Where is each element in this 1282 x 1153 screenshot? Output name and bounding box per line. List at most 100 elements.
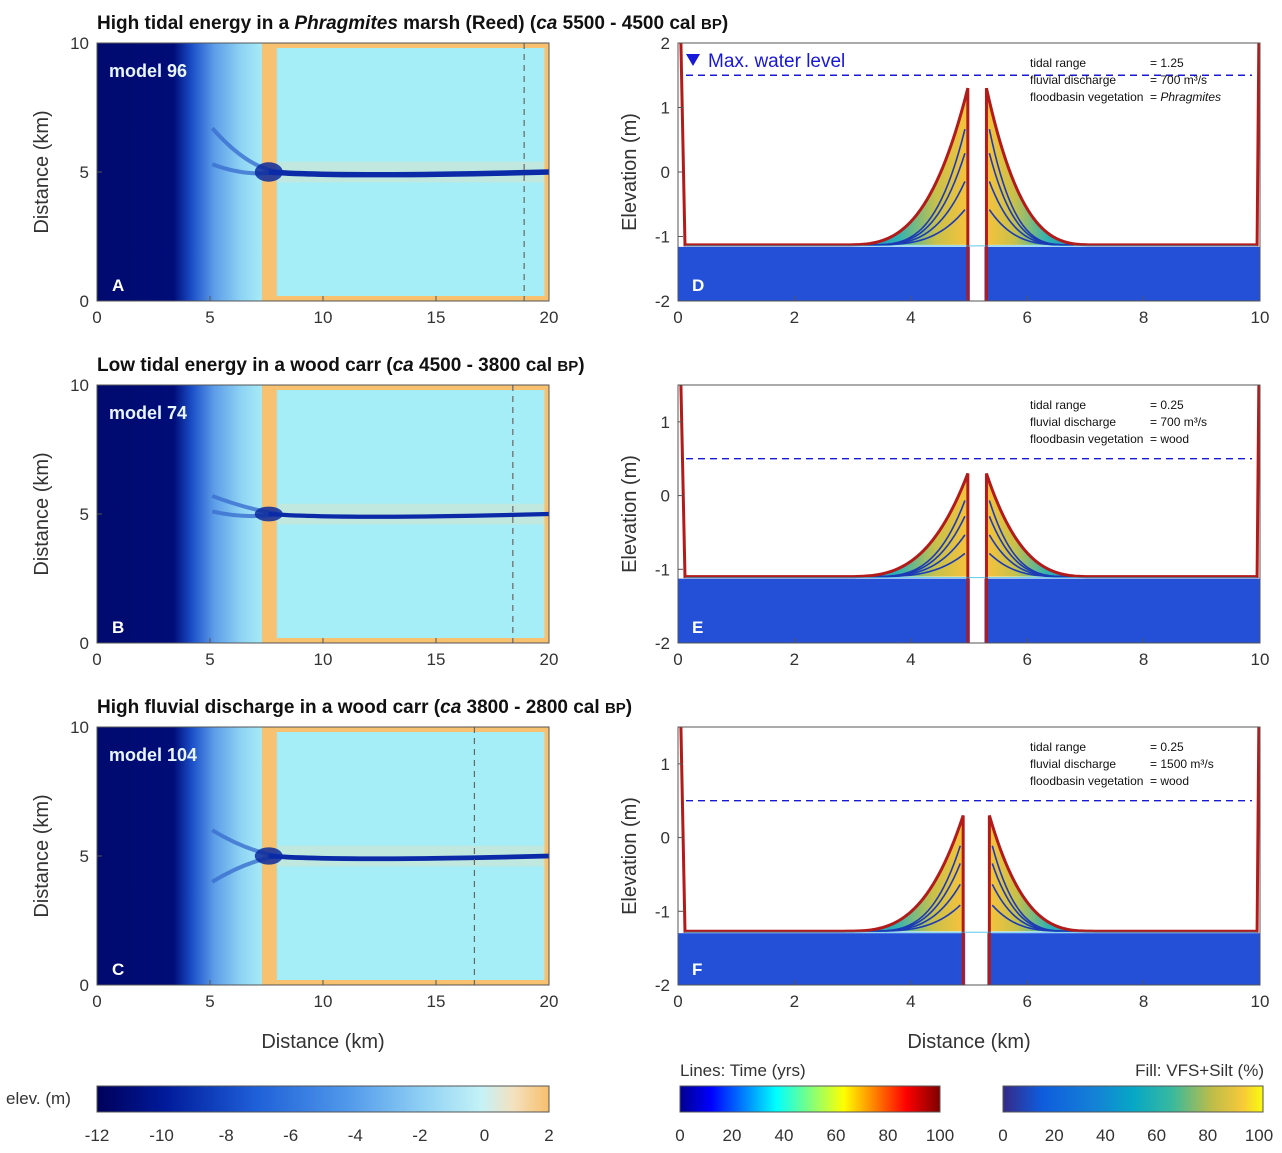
row-title-part: BP	[605, 700, 626, 717]
fill-colorbar-tick: 40	[1096, 1126, 1115, 1145]
map-x-axis-label: Distance (km)	[261, 1031, 384, 1053]
time-colorbar-tick: 40	[775, 1126, 794, 1145]
boundary-bottom	[276, 638, 549, 643]
y-tick-label: 0	[661, 163, 670, 182]
x-tick-label: 20	[540, 992, 559, 1011]
param-value-text: = wood	[1150, 432, 1189, 446]
param-name: fluvial discharge	[1030, 415, 1116, 429]
time-line	[864, 845, 962, 932]
x-tick-label: 15	[427, 308, 446, 327]
time-line	[864, 129, 966, 246]
final-surface-left	[679, 42, 970, 301]
section-y-axis-label: Elevation (m)	[619, 455, 641, 573]
row-title-part: ca	[440, 697, 462, 718]
channel-gap	[965, 813, 988, 985]
row-3: High fluvial discharge in a wood carr (c…	[31, 697, 1269, 1053]
x-tick-label: 4	[906, 308, 915, 327]
row-title-part: )	[626, 697, 632, 718]
boundary-bottom	[276, 980, 549, 985]
param-name: fluvial discharge	[1030, 73, 1116, 87]
param-name: tidal range	[1030, 398, 1086, 412]
final-surface-right	[987, 726, 1261, 985]
channel-gap	[969, 471, 985, 643]
elevation-colorbar-bar	[96, 1085, 550, 1113]
final-surface-right	[984, 42, 1261, 301]
panel-letter: C	[112, 960, 124, 979]
section-frame	[677, 726, 1261, 986]
elevation-colorbar-tick: 0	[480, 1126, 489, 1145]
param-value-text: = 0.25	[1150, 398, 1184, 412]
x-tick-label: 15	[427, 992, 446, 1011]
param-value-text: = 1500 m³/s	[1150, 757, 1214, 771]
boundary-top	[276, 43, 549, 48]
time-colorbar-tick: 80	[879, 1126, 898, 1145]
param-value: = 0.25	[1150, 398, 1184, 412]
x-tick-label: 6	[1022, 308, 1031, 327]
row-title-part: 3800 - 2800 cal	[461, 697, 605, 718]
section-y-axis-label: Elevation (m)	[619, 113, 641, 231]
row-title-part: marsh (Reed) (	[398, 13, 537, 34]
row-title-part: Phragmites	[294, 13, 397, 34]
x-tick-label: 8	[1139, 650, 1148, 669]
y-tick-label: 10	[70, 376, 89, 395]
elevation-colorbar-label: elev. (m)	[6, 1089, 71, 1108]
x-tick-label: 8	[1139, 992, 1148, 1011]
time-line	[864, 500, 966, 578]
elevation-colorbar-tick: -2	[412, 1126, 427, 1145]
section-y-axis-label: Elevation (m)	[619, 797, 641, 915]
section-panel-F: tidal range = 0.25 fluvial discharge = 1500…	[619, 726, 1269, 1053]
x-tick-label: 20	[540, 650, 559, 669]
param-name: fluvial discharge	[1030, 757, 1116, 771]
panel-letter: B	[112, 618, 124, 637]
row-title-part: Low tidal energy in a wood carr (	[97, 355, 393, 376]
param-value: = wood	[1150, 774, 1189, 788]
y-tick-label: 5	[80, 505, 89, 524]
left-levee-deposit	[840, 473, 968, 577]
elevation-colorbar-tick: -8	[219, 1126, 234, 1145]
fill-colorbar-label: Fill: VFS+Silt (%)	[1135, 1061, 1264, 1080]
levee-zone	[277, 503, 547, 525]
param-value-text: = 1.25	[1150, 56, 1184, 70]
row-title-part: BP	[701, 16, 722, 33]
panel-rows: High tidal energy in a Phragmites marsh …	[31, 13, 1269, 1053]
fill-colorbar-tick: 100	[1245, 1126, 1273, 1145]
x-tick-label: 8	[1139, 308, 1148, 327]
elevation-colorbar: elev. (m) -12 -10 -8 -6 -4 -2 0 2	[6, 1085, 554, 1145]
x-tick-label: 5	[205, 992, 214, 1011]
elevation-colorbar-tick: -6	[283, 1126, 298, 1145]
x-tick-label: 2	[790, 308, 799, 327]
y-tick-label: 1	[661, 755, 670, 774]
param-value-text: = 0.25	[1150, 740, 1184, 754]
time-colorbar-tick: 20	[723, 1126, 742, 1145]
x-tick-label: 5	[205, 308, 214, 327]
y-tick-label: 1	[661, 413, 670, 432]
row-title: High fluvial discharge in a wood carr (c…	[97, 697, 632, 718]
y-tick-label: 0	[80, 634, 89, 653]
main-channel	[268, 169, 550, 178]
left-levee-deposit	[840, 88, 968, 245]
param-value: = 1.25	[1150, 56, 1184, 70]
x-tick-label: 10	[1251, 308, 1270, 327]
param-name: floodbasin vegetation	[1030, 432, 1143, 446]
y-tick-label: -1	[655, 902, 670, 921]
y-tick-label: -1	[655, 560, 670, 579]
x-tick-label: 4	[906, 992, 915, 1011]
water-level-marker-icon	[686, 54, 700, 66]
x-tick-label: 4	[906, 650, 915, 669]
x-tick-label: 20	[540, 308, 559, 327]
final-surface-left	[679, 384, 970, 643]
boundary-top	[276, 385, 549, 390]
levee-zone	[277, 845, 547, 867]
param-value: = 700 m³/s	[1150, 73, 1207, 87]
y-tick-label: -2	[655, 634, 670, 653]
channel-gap	[969, 86, 985, 302]
y-tick-label: -2	[655, 292, 670, 311]
time-line	[988, 500, 1074, 578]
row-title-part: High fluvial discharge in a wood carr (	[97, 697, 441, 718]
param-value-text: = wood	[1150, 774, 1189, 788]
fill-colorbar-tick: 60	[1147, 1126, 1166, 1145]
x-tick-label: 6	[1022, 650, 1031, 669]
